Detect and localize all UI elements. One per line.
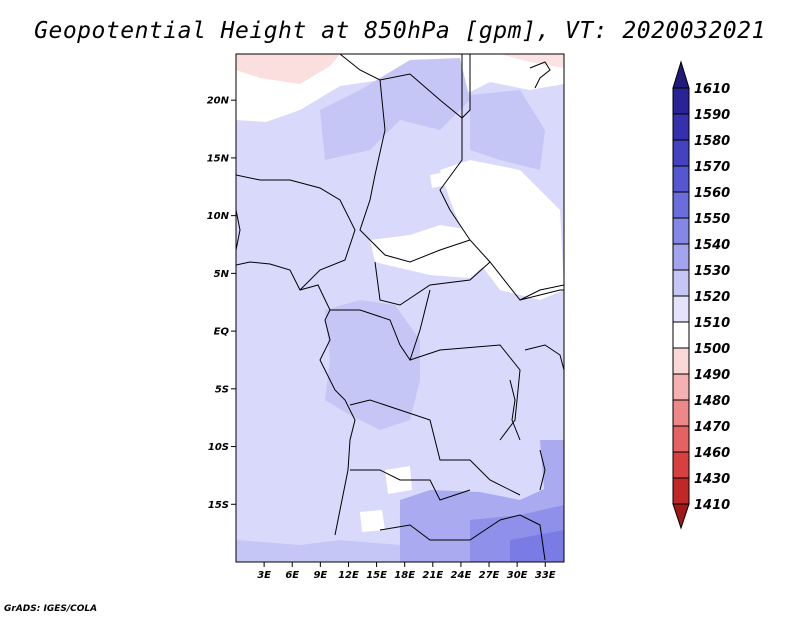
colorbar-segment [672,243,690,271]
field-white-angola [385,466,412,494]
colorbar-segment [672,139,690,167]
colorbar-label: 1430 [694,472,730,487]
colorbar-segment [672,477,690,505]
x-tick-label: 33E [535,570,556,581]
red-sea-coast [529,61,551,89]
chad-west-border [359,79,386,241]
colorbar-label: 1410 [694,498,730,513]
field-congo [325,300,420,430]
y-tick-label: 5N [214,269,230,280]
colorbar-label: 1560 [694,186,730,201]
x-tick-label: 3E [257,570,271,581]
congo-border [330,289,431,362]
niger-nigeria-border [236,174,356,291]
y-tick-label: 15N [207,153,230,164]
angola-drc-border [349,399,521,496]
colorbar-label: 1610 [694,82,730,97]
x-tick-label: 27E [479,570,500,581]
colorbar-label: 1490 [694,368,730,383]
namibia-botswana-border [379,519,501,541]
y-tick-label: 10S [208,442,229,453]
colorbar-top-arrow [672,60,690,89]
field-east-white [440,160,564,300]
ethiopia-border [519,289,564,301]
colorbar-segment [672,269,690,297]
colorbar-label: 1530 [694,264,730,279]
x-tick-label: 21E [422,570,443,581]
egypt-border [461,54,471,120]
lake-malawi [539,449,546,491]
y-tick-label: 15S [208,500,229,511]
colorbar-label: 1570 [694,160,730,175]
x-tick-label: 9E [313,570,327,581]
x-tick-label: 24E [451,570,472,581]
westafrica-coast [236,209,241,251]
car-south-border [374,261,491,306]
x-axis: 3E 6E 9E 12E 15E 18E 21E 24E 27E 30E 33E [257,562,556,581]
atlantic-coastline [236,261,356,536]
colorbar-segment [672,113,690,141]
car-north-border [369,239,471,263]
colorbar-segment [672,321,690,349]
zimbabwe-border [499,514,546,561]
y-tick-label: 5S [215,384,229,395]
field-east-coast [540,440,564,500]
map-field [236,54,564,562]
y-axis: 20N 15N 10N 5N EQ 5S 10S 15S [207,96,236,511]
field-chad [320,58,470,160]
x-tick-label: 15E [366,570,387,581]
field-sudan [470,90,545,170]
colorbar-segment [672,165,690,193]
colorbar-segment [672,399,690,427]
colorbar-segment [672,191,690,219]
colorbar-segment [672,295,690,323]
colorbar-segment [672,87,690,115]
colorbar-label: 1470 [694,420,730,435]
chart-title: Geopotential Height at 850hPa [gpm], VT:… [34,18,766,44]
x-tick-label: 6E [285,570,299,581]
colorbar-label: 1590 [694,108,730,123]
angola-namibia-border [350,469,471,501]
colorbar-label: 1580 [694,134,730,149]
y-tick-label: 10N [207,211,230,222]
x-tick-label: 12E [338,570,359,581]
field-car-white [370,225,490,278]
lake-victoria [524,344,564,371]
colorbar-segment [672,451,690,479]
colorbar-label: 1480 [694,394,730,409]
field-white-patch [430,172,448,188]
colorbar-segment [672,217,690,245]
x-tick-label: 30E [507,570,528,581]
colorbar: 1610 1590 1580 1570 1560 1550 1540 1530 1520 1510… [672,60,730,530]
colorbar-label: 1500 [694,342,730,357]
colorbar-label: 1540 [694,238,730,253]
field-pink-ne [500,54,564,68]
grads-credit: GrADS: IGES/COLA [4,604,98,614]
field-pink-nw [236,54,340,84]
colorbar-label: 1510 [694,316,730,331]
colorbar-segment [672,347,690,375]
y-tick-label: EQ [214,327,230,338]
libya-border [339,54,463,119]
colorbar-label: 1460 [694,446,730,461]
plot-frame [235,53,565,563]
colorbar-bottom-arrow [672,503,690,530]
colorbar-segment [672,425,690,453]
field-south-3 [510,530,564,562]
lake-tanganyika [509,379,521,441]
colorbar-label: 1550 [694,212,730,227]
drc-east-border [409,344,521,441]
field-white-angola-2 [360,510,385,532]
y-tick-label: 20N [207,96,230,107]
field-south-west [236,540,400,562]
colorbar-label: 1520 [694,290,730,305]
colorbar-segment [672,373,690,401]
x-tick-label: 18E [394,570,415,581]
map-boundaries [236,54,564,561]
